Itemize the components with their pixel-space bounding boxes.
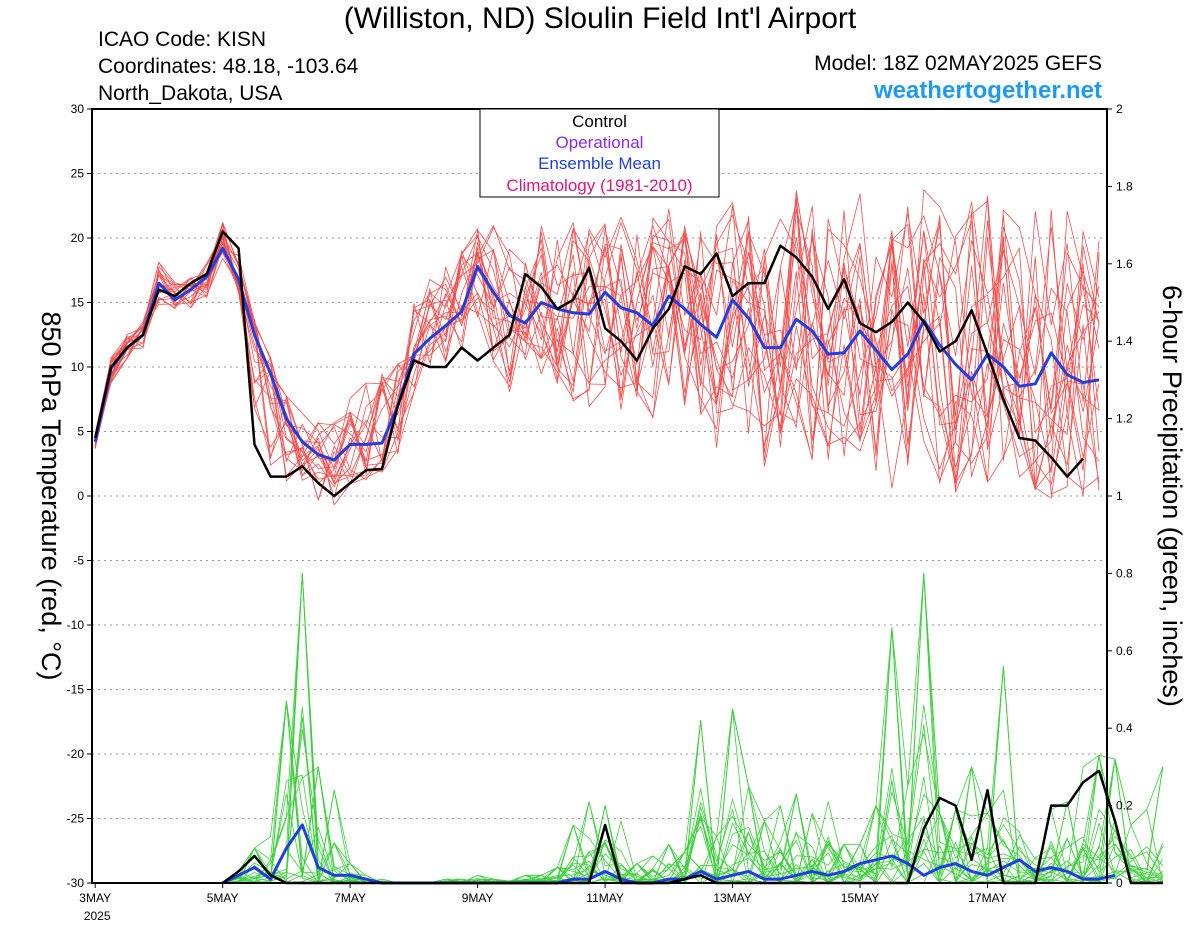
x-tick-label: 15MAY — [841, 891, 879, 905]
right-tick-label: 0.8 — [1116, 566, 1133, 580]
model-run: Model: 18Z 02MAY2025 GEFS — [814, 52, 1102, 75]
left-tick-label: 0 — [77, 489, 84, 503]
left-tick-label: 10 — [71, 360, 85, 374]
x-tick-label: 13MAY — [713, 891, 751, 905]
left-tick-label: -15 — [67, 683, 85, 697]
ensemble-mean-precip-line — [222, 823, 1116, 885]
right-tick-label: 2 — [1116, 102, 1123, 116]
coordinates: Coordinates: 48.18, -103.64 — [98, 55, 359, 78]
left-tick-label: -25 — [67, 812, 85, 826]
right-tick-label: 0 — [1116, 876, 1123, 890]
x-tick-label: 11MAY — [586, 891, 624, 905]
ensemble-mean-temp-line — [93, 246, 1100, 462]
right-tick-label: 0.4 — [1116, 721, 1133, 735]
left-tick-label: 25 — [71, 167, 85, 181]
right-axis-label: 6-hour Precipitation (green, inches) — [1157, 285, 1187, 707]
right-tick-label: 1.2 — [1116, 412, 1133, 426]
legend-climatology: Climatology (1981-2010) — [506, 176, 692, 195]
legend-ensemble-mean: Ensemble Mean — [538, 154, 661, 173]
precipitation-member-line — [222, 700, 1164, 884]
icao-code: ICAO Code: KISN — [98, 28, 267, 51]
left-tick-label: -5 — [73, 554, 84, 568]
legend-control: Control — [572, 112, 627, 131]
left-tick-label: -10 — [67, 618, 85, 632]
x-tick-label: 17MAY — [968, 891, 1006, 905]
right-tick-label: 1.6 — [1116, 257, 1133, 271]
website-link[interactable]: weathertogether.net — [873, 77, 1102, 104]
right-tick-label: 1.8 — [1116, 179, 1133, 193]
axes: 302520151050-5-10-15-20-25-3021.81.61.41… — [67, 102, 1133, 923]
x-year-label: 2025 — [84, 909, 111, 923]
left-tick-label: -30 — [67, 876, 85, 890]
precipitation-member-line — [222, 700, 1164, 884]
control-temp-line — [93, 230, 1085, 498]
grid-lines — [92, 173, 1107, 819]
precipitation-members — [222, 573, 1164, 884]
x-tick-label: 5MAY — [207, 891, 239, 905]
temperature-member-line — [94, 204, 1100, 499]
temperature-member-line — [94, 189, 1100, 484]
x-tick-label: 7MAY — [334, 891, 366, 905]
left-tick-label: -20 — [67, 747, 85, 761]
temperature-member-line — [94, 201, 1100, 498]
precipitation-member-line — [222, 627, 1163, 884]
right-tick-label: 1.4 — [1116, 334, 1133, 348]
legend-operational: Operational — [556, 133, 644, 152]
left-tick-label: 20 — [71, 231, 85, 245]
plot-frame — [91, 108, 1108, 884]
left-tick-label: 5 — [77, 425, 84, 439]
x-tick-label: 3MAY — [79, 891, 111, 905]
legend: Control Operational Ensemble Mean Climat… — [479, 108, 720, 198]
right-tick-label: 0.6 — [1116, 644, 1133, 658]
left-tick-label: 30 — [71, 102, 85, 116]
location: North_Dakota, USA — [98, 82, 283, 105]
left-axis-label: 850 hPa Temperature (red, °C) — [36, 312, 66, 681]
right-tick-label: 1 — [1116, 489, 1123, 503]
right-tick-label: 0.2 — [1116, 799, 1133, 813]
temperature-member-line — [94, 195, 1100, 506]
chart-title: (Williston, ND) Sloulin Field Int'l Airp… — [343, 2, 857, 35]
left-tick-label: 15 — [71, 296, 85, 310]
legend-box — [479, 108, 720, 198]
temperature-member-line — [94, 194, 1100, 490]
temperature-member-line — [94, 222, 1100, 495]
x-tick-label: 9MAY — [462, 891, 494, 905]
